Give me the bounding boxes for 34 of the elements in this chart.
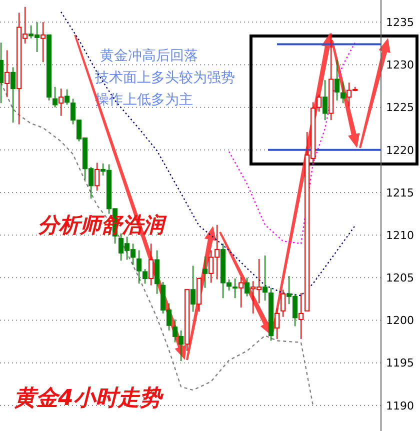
y-tick-label: 1235	[386, 16, 414, 29]
candlestick	[280, 289, 286, 318]
candlestick	[298, 292, 304, 340]
y-tick-label: 1225	[386, 101, 414, 114]
y-tick-label: 1195	[386, 356, 414, 370]
candlestick	[148, 243, 154, 286]
candlestick	[40, 22, 46, 63]
candlestick	[58, 88, 64, 116]
candlestick	[340, 81, 346, 104]
candlestick	[94, 162, 100, 192]
candlestick	[10, 66, 16, 124]
y-tick-label: 1210	[386, 228, 414, 242]
y-tick-label: 1205	[386, 272, 414, 285]
candlestick	[154, 250, 160, 294]
y-tick-label: 1215	[386, 186, 414, 200]
candlestick	[190, 265, 196, 312]
candlestick	[322, 80, 328, 121]
candlestick	[4, 50, 10, 98]
annotation: 黄金冲高后回落	[100, 48, 198, 64]
candlestick	[238, 277, 244, 308]
candlestick	[202, 256, 208, 288]
candlestick	[52, 86, 58, 108]
candlestick	[334, 59, 340, 102]
candlestick	[232, 278, 238, 299]
candlestick	[274, 308, 280, 340]
annotation: 技术面上多头较为强势	[94, 70, 235, 86]
text: 黄金4小时走势	[14, 386, 164, 411]
y-tick-label: 1230	[386, 58, 414, 72]
y-tick-label: 1200	[386, 314, 414, 328]
y-tick-label: 1220	[386, 144, 414, 157]
candlestick	[244, 277, 250, 297]
candlestick	[262, 255, 268, 302]
y-tick-label: 1190	[386, 399, 414, 412]
candlestick	[64, 88, 70, 106]
